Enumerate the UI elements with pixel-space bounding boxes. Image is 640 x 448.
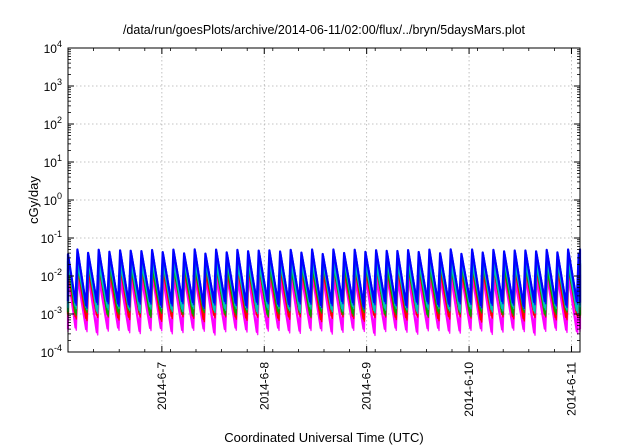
x-tick-label: 2014-6-11 (564, 362, 578, 416)
x-tick-label: 2014-6-8 (257, 362, 271, 410)
x-axis-title: Coordinated Universal Time (UTC) (224, 430, 423, 445)
y-tick-label: 103 (44, 77, 62, 94)
x-tick-label: 2014-6-10 (462, 362, 476, 417)
y-tick-label: 10-1 (41, 229, 62, 246)
chart-title: /data/run/goesPlots/archive/2014-06-11/0… (123, 23, 526, 37)
series-lines (66, 248, 582, 337)
y-tick-label: 10-3 (41, 305, 62, 322)
y-axis-title: cGy/day (26, 176, 41, 224)
x-axis-ticks: 2014-6-7 2014-6-8 2014-6-9 2014-6-10 2014-6-… (67, 48, 581, 417)
y-tick-label: 10-2 (41, 267, 62, 284)
y-tick-label: 102 (44, 115, 62, 132)
y-tick-label: 104 (44, 39, 62, 56)
y-tick-label: 10-4 (41, 343, 62, 360)
y-axis-ticks: 10-4 10-3 10-2 10-1 100 101 102 103 104 (41, 39, 580, 360)
x-tick-label: 2014-6-7 (155, 362, 169, 410)
y-tick-label: 101 (44, 153, 62, 170)
series-line (67, 251, 581, 310)
y-tick-label: 100 (44, 191, 62, 208)
x-tick-label: 2014-6-9 (360, 362, 374, 410)
